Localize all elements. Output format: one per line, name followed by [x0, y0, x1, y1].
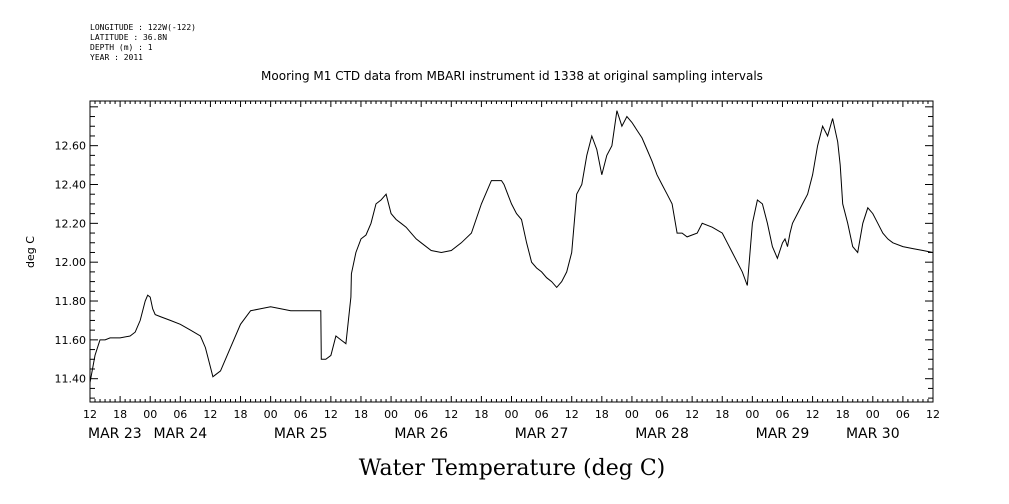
day-label: MAR 26: [394, 426, 448, 442]
x-tick-label: 00: [143, 408, 157, 421]
y-tick-labels: 11.40 11.60 11.80 12.00 12.20 12.40 12.60: [55, 140, 87, 386]
x-tick-label: 00: [745, 408, 759, 421]
x-tick-label: 12: [685, 408, 699, 421]
axis-ticks: [89, 101, 934, 402]
day-label: MAR 25: [274, 426, 328, 442]
day-label: MAR 28: [635, 426, 689, 442]
metadata-block: LONGITUDE : 122W(-122) LATITUDE : 36.8N …: [90, 23, 196, 62]
y-axis-label: deg C: [24, 236, 37, 268]
y-tick-label: 12.00: [55, 256, 87, 269]
day-label: MAR 27: [515, 426, 569, 442]
x-tick-label: 12: [444, 408, 458, 421]
x-axis-title: Water Temperature (deg C): [359, 456, 666, 481]
x-tick-label: 00: [866, 408, 880, 421]
x-tick-label: 12: [926, 408, 940, 421]
x-tick-label: 18: [113, 408, 127, 421]
meta-line: YEAR : 2011: [90, 53, 143, 62]
x-tick-label: 12: [324, 408, 338, 421]
meta-line: LONGITUDE : 122W(-122): [90, 23, 196, 32]
day-label: MAR 24: [153, 426, 207, 442]
chart-title: Mooring M1 CTD data from MBARI instrumen…: [261, 69, 763, 83]
x-tick-label: 00: [264, 408, 278, 421]
y-tick-label: 12.60: [55, 140, 87, 153]
x-tick-label: 18: [234, 408, 248, 421]
x-tick-label: 12: [565, 408, 579, 421]
meta-line: LATITUDE : 36.8N: [90, 33, 167, 42]
x-tick-label: 18: [836, 408, 850, 421]
x-tick-label: 06: [655, 408, 669, 421]
x-tick-label: 18: [595, 408, 609, 421]
x-tick-label: 12: [83, 408, 97, 421]
x-tick-label: 18: [354, 408, 368, 421]
day-labels: MAR 23 MAR 24 MAR 25 MAR 26 MAR 27 MAR 28 MAR …: [88, 426, 900, 442]
x-tick-label: 06: [294, 408, 308, 421]
x-tick-label: 06: [535, 408, 549, 421]
x-tick-label: 12: [203, 408, 217, 421]
meta-line: DEPTH (m) : 1: [90, 43, 153, 52]
day-label: MAR 30: [846, 426, 900, 442]
x-tick-label: 06: [896, 408, 910, 421]
day-label: MAR 29: [756, 426, 810, 442]
y-tick-label: 11.60: [55, 334, 87, 347]
x-tick-label: 06: [414, 408, 428, 421]
x-tick-label: 06: [173, 408, 187, 421]
series-line: [89, 110, 934, 383]
x-tick-label: 18: [474, 408, 488, 421]
y-tick-label: 11.40: [55, 373, 87, 386]
y-tick-label: 12.20: [55, 217, 87, 230]
x-tick-label: 12: [806, 408, 820, 421]
x-tick-labels: 12 18 00 06 12 18 00 06 12 18 00 06 12 18 00 06 12 18 00 06…: [83, 408, 940, 421]
x-tick-label: 18: [715, 408, 729, 421]
plot-frame: [89, 100, 934, 403]
x-tick-label: 00: [384, 408, 398, 421]
y-tick-label: 12.40: [55, 179, 87, 192]
x-tick-label: 00: [625, 408, 639, 421]
day-label: MAR 23: [88, 426, 142, 442]
y-tick-label: 11.80: [55, 295, 87, 308]
x-tick-label: 00: [505, 408, 519, 421]
x-tick-label: 06: [775, 408, 789, 421]
